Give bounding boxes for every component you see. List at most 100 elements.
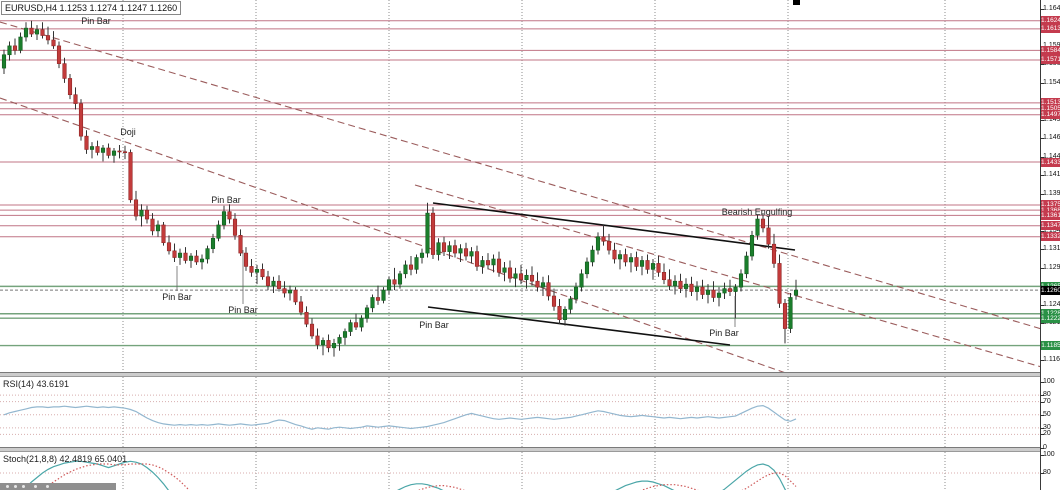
axis-tick (1040, 323, 1044, 325)
annotation-pin-bar-6[interactable]: Pin Bar (709, 328, 739, 338)
price-tick-label: 1.1215 (1043, 319, 1060, 327)
price-tick-label: 1.1540 (1043, 78, 1060, 86)
axis-tick (1040, 455, 1044, 456)
annotation-pin-bar-3[interactable]: Pin Bar (162, 292, 192, 302)
price-tick-label: 1.1390 (1043, 189, 1060, 197)
resistance-price-tag: 1.1433 (1041, 157, 1060, 167)
rsi-line (3, 404, 797, 430)
watermark-logo (0, 483, 116, 490)
axis-tick (1040, 8, 1044, 10)
price-tick-label: 1.1240 (1043, 300, 1060, 308)
annotation-lines (176, 250, 736, 327)
trendlines (427, 202, 796, 346)
rsi-name: RSI(14) (3, 379, 35, 389)
rsi-scale-label: 70 (1043, 397, 1051, 405)
rsi-levels (0, 394, 1040, 435)
resistance-price-tag: 1.1505 (1041, 104, 1060, 114)
axis-tick (1040, 119, 1044, 121)
price-tick-label: 1.1440 (1043, 152, 1060, 160)
axis-tick (1040, 395, 1044, 397)
axis-tick (1040, 473, 1044, 474)
resistance-price-tag: 1.1347 (1041, 221, 1060, 231)
resistance-price-tag: 1.1613 (1041, 24, 1060, 34)
annotation-doji[interactable]: Doji (120, 127, 136, 137)
price-tick-label: 1.1415 (1043, 171, 1060, 179)
rsi-value: 43.6191 (36, 379, 70, 389)
price-axis[interactable]: 1.16401.15901.15651.15401.14901.14651.14… (1040, 0, 1060, 490)
axis-tick (1040, 360, 1044, 362)
rsi-plot[interactable] (0, 377, 1040, 448)
resistance-price-tag: 1.1361 (1041, 210, 1060, 220)
annotation-pin-bar-4[interactable]: Pin Bar (228, 305, 258, 315)
stoch-scale-label: 80 (1043, 469, 1051, 476)
rsi-scale-label: 50 (1043, 410, 1051, 418)
support-price-tag: 1.1185 (1041, 341, 1060, 351)
resistance-price-tag: 1.1332 (1041, 232, 1060, 242)
downtrend-upper (0, 21, 1040, 330)
resistance-price-tag: 1.1375 (1041, 200, 1060, 210)
price-tick-label: 1.1640 (1043, 4, 1060, 12)
stoch-name: Stoch(21,8,8) (3, 454, 58, 464)
period-separators (122, 0, 946, 372)
axis-tick (1040, 175, 1044, 177)
annotation-pin-bar-1[interactable]: Pin Bar (81, 16, 111, 26)
resistance-price-tag: 1.1584 (1041, 45, 1060, 55)
resistance-price-tag: 1.1571 (1041, 55, 1060, 65)
annotation-bearish-engulfing[interactable]: Bearish Engulfing (721, 207, 793, 217)
candlestick-chart[interactable] (0, 0, 1040, 372)
stoch-scale-label: 100 (1043, 451, 1055, 458)
resistance-price-tag: 1.1497 (1041, 110, 1060, 120)
resistance-price-tag: 1.1368 (1041, 205, 1060, 215)
annotation-pin-bar-2[interactable]: Pin Bar (211, 195, 241, 205)
panel-separator[interactable] (0, 372, 1060, 377)
candles (1, 20, 799, 357)
price-tick-label: 1.1465 (1043, 134, 1060, 142)
axis-tick (1040, 434, 1044, 436)
level-lines (0, 20, 1040, 347)
price-chart-panel[interactable]: EURUSD,H4 1.1253 1.1274 1.1247 1.1260 Pi… (0, 0, 1040, 372)
rsi-scale-label: 20 (1043, 430, 1051, 438)
rsi-panel[interactable]: RSI(14) 43.6191 (0, 377, 1040, 448)
dashed-channel-lines (0, 21, 1040, 372)
stoch-k-value: 42.4819 (59, 454, 93, 464)
triangle-upper (432, 202, 796, 251)
rsi-scale-label: 100 (1043, 378, 1055, 385)
axis-tick (1040, 382, 1044, 383)
triangle-lower (427, 306, 731, 346)
chart-title-text: EURUSD,H4 1.1253 1.1274 1.1247 1.1260 (5, 3, 178, 13)
rsi-scale-label: 80 (1043, 391, 1051, 399)
resistance-price-tag: 1.1624 (1041, 16, 1060, 26)
axis-tick (1040, 230, 1044, 232)
panel-separator[interactable] (0, 447, 1060, 452)
chart-object-marker (793, 0, 800, 5)
price-tick-label: 1.1490 (1043, 115, 1060, 123)
downtrend-lower (0, 97, 785, 372)
price-tick-label: 1.1165 (1043, 356, 1060, 364)
rsi-scale-label: 0 (1043, 443, 1047, 451)
axis-tick (1040, 427, 1044, 429)
resistance-price-tag: 1.1513 (1041, 98, 1060, 108)
axis-tick (1040, 304, 1044, 306)
stoch-d-value: 65.0401 (94, 454, 128, 464)
price-tick-label: 1.1340 (1043, 226, 1060, 234)
price-tick-label: 1.1590 (1043, 42, 1060, 49)
axis-tick (1040, 193, 1044, 195)
price-tick-label: 1.1290 (1043, 263, 1060, 271)
rsi-label: RSI(14) 43.6191 (3, 379, 69, 389)
stochastic-panel[interactable]: Stoch(21,8,8) 42.4819 65.0401 (0, 452, 1040, 490)
annotation-pin-bar-5[interactable]: Pin Bar (419, 320, 449, 330)
axis-tick (1040, 82, 1044, 84)
rsi-scale-label: 30 (1043, 423, 1051, 431)
axis-tick (1040, 64, 1044, 66)
axis-tick (1040, 138, 1044, 140)
axis-tick (1040, 414, 1044, 416)
axis-tick (1040, 156, 1044, 158)
axis-tick (1040, 267, 1044, 269)
period-separators (122, 452, 946, 490)
stochastic-plot[interactable] (0, 452, 1040, 490)
stoch-k-line (22, 460, 787, 490)
current-price-tag: 1.1260 (1041, 285, 1060, 295)
axis-tick (1040, 249, 1044, 251)
axis-tick (1040, 447, 1044, 449)
